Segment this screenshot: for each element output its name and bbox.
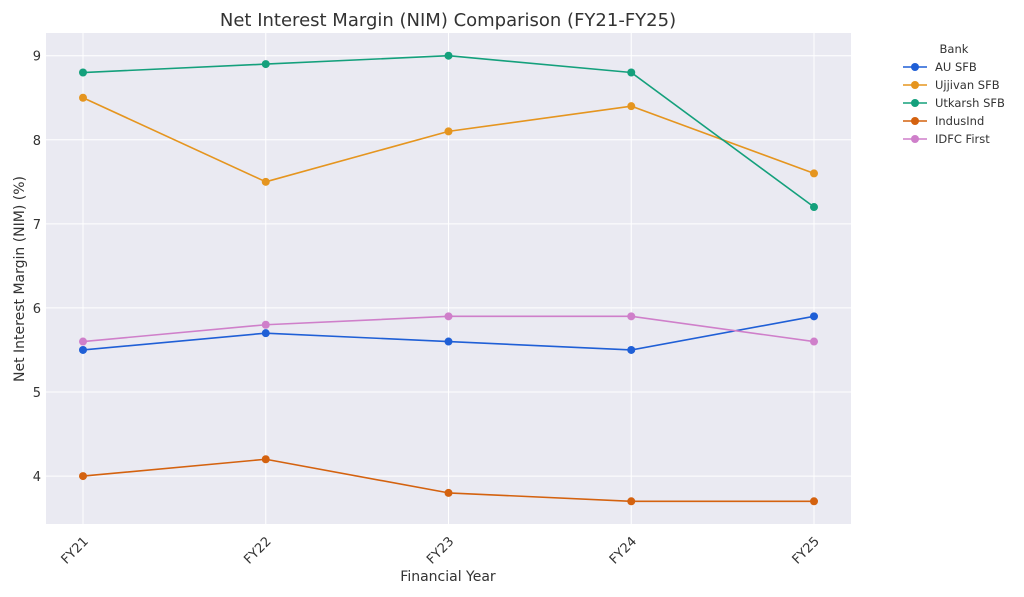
- data-point: [444, 127, 453, 136]
- data-point: [79, 472, 87, 481]
- series-indusind: [79, 455, 818, 506]
- series-idfc-first: [79, 312, 818, 346]
- legend-item: IDFC First: [903, 132, 990, 146]
- legend-marker: [911, 99, 919, 107]
- x-axis-label: Financial Year: [400, 569, 496, 585]
- legend-label: Utkarsh SFB: [935, 96, 1005, 110]
- legend-label: AU SFB: [935, 60, 977, 74]
- y-tick-labels: 4 5 6 7 8 9: [33, 50, 41, 485]
- data-point: [444, 488, 453, 497]
- y-tick-label: 8: [33, 134, 41, 149]
- data-point: [79, 68, 87, 77]
- data-point: [810, 169, 818, 178]
- legend-label: IDFC First: [935, 132, 990, 146]
- data-point: [261, 329, 270, 338]
- series-utkarsh-sfb: [79, 51, 818, 212]
- legend-marker: [911, 81, 919, 89]
- legend-marker: [911, 135, 919, 143]
- series-au-sfb: [79, 312, 818, 354]
- data-point: [444, 337, 453, 346]
- data-point: [444, 312, 453, 321]
- legend-marker: [911, 63, 919, 71]
- data-point: [627, 68, 636, 77]
- y-tick-label: 4: [33, 470, 41, 485]
- data-point: [810, 312, 818, 321]
- chart-title: Net Interest Margin (NIM) Comparison (FY…: [220, 10, 676, 31]
- legend-title: Bank: [940, 42, 969, 56]
- data-point: [261, 60, 270, 69]
- legend-item: Utkarsh SFB: [903, 96, 1005, 110]
- grid-lines: [46, 33, 851, 524]
- y-tick-label: 9: [33, 50, 41, 65]
- data-point: [79, 337, 87, 346]
- data-point: [810, 497, 818, 506]
- data-point: [627, 102, 636, 111]
- y-tick-label: 7: [33, 218, 41, 233]
- data-point: [810, 337, 818, 346]
- legend: Bank AU SFB Ujjivan SFB Utkarsh SFB IndusIn…: [903, 42, 1005, 146]
- series-ujjivan-sfb: [79, 93, 818, 186]
- data-point: [627, 312, 636, 321]
- legend-item: IndusInd: [903, 114, 984, 128]
- data-point: [627, 345, 636, 354]
- data-point: [627, 497, 636, 506]
- data-point: [444, 51, 453, 60]
- legend-label: Ujjivan SFB: [935, 78, 1000, 92]
- data-point: [261, 177, 270, 186]
- y-tick-label: 6: [33, 302, 41, 317]
- y-axis-label: Net Interest Margin (NIM) (%): [12, 176, 28, 382]
- y-tick-label: 5: [33, 386, 41, 401]
- data-point: [261, 455, 270, 464]
- legend-label: IndusInd: [935, 114, 984, 128]
- series-layer: [79, 51, 818, 506]
- data-point: [261, 320, 270, 329]
- legend-marker: [911, 117, 919, 125]
- data-point: [810, 203, 818, 212]
- data-point: [79, 93, 87, 102]
- legend-item: Ujjivan SFB: [903, 78, 1000, 92]
- data-point: [79, 345, 87, 354]
- legend-item: AU SFB: [903, 60, 977, 74]
